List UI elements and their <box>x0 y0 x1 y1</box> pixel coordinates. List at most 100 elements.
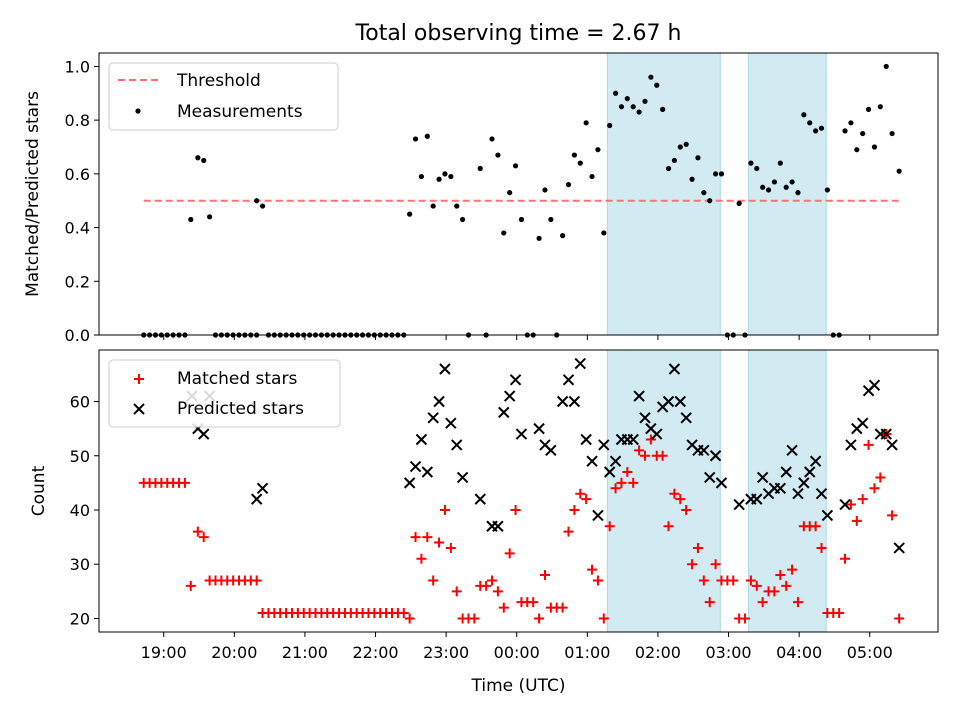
matched-star-point <box>757 597 768 608</box>
measurement-point <box>789 179 795 185</box>
top-y-tick-label: 0.6 <box>65 165 90 184</box>
matched-star-point <box>675 494 686 505</box>
matched-star-point <box>534 613 545 624</box>
predicted-star-point <box>533 422 545 435</box>
measurement-point <box>760 184 766 190</box>
predicted-star-point <box>603 466 616 478</box>
measurement-point <box>407 211 413 217</box>
predicted-star-point <box>586 455 598 467</box>
matched-star-point <box>863 439 874 450</box>
matched-star-point <box>698 575 709 586</box>
top-axes-frame <box>98 52 939 336</box>
top-y-tick-label: 0.2 <box>65 272 90 291</box>
matched-star-point <box>639 450 650 461</box>
predicted-star-point <box>445 417 457 429</box>
measurement-point <box>577 160 583 166</box>
matched-star-point <box>769 586 780 597</box>
predicted-star-point <box>886 439 898 451</box>
predicted-star-point <box>780 466 792 478</box>
matched-star-point <box>445 542 456 553</box>
matched-star-point <box>845 499 856 510</box>
predicted-star-point <box>545 444 557 457</box>
measurement-point <box>865 106 872 112</box>
measurement-point <box>896 168 902 174</box>
measurement-point <box>813 128 819 134</box>
predicted-star-point <box>845 439 857 451</box>
matched-star-point <box>592 575 603 586</box>
matched-star-point <box>598 613 609 624</box>
predicted-star-point <box>815 488 828 500</box>
predicted-star-point <box>415 433 428 446</box>
predicted-star-point <box>592 509 604 522</box>
predicted-star-point <box>639 412 651 424</box>
measurement-point <box>665 165 672 172</box>
legend-matched-swatch <box>134 374 144 384</box>
measurement-point <box>713 171 719 177</box>
predicted-star-point <box>427 412 439 424</box>
predicted-star-point <box>709 450 722 462</box>
predicted-star-point <box>733 498 745 511</box>
measurement-point <box>412 136 419 142</box>
measurement-point <box>648 74 654 80</box>
measurement-point <box>695 155 701 161</box>
predicted-star-point <box>809 455 822 467</box>
matched-star-point <box>179 477 190 488</box>
matched-star-point <box>894 613 905 624</box>
measurement-point <box>718 171 725 177</box>
matched-star-point <box>610 483 621 494</box>
predicted-star-point <box>792 488 804 500</box>
top-legend: Threshold Measurements <box>108 62 339 131</box>
matched-star-point <box>528 597 539 608</box>
measurement-point <box>624 96 630 102</box>
predicted-star-point <box>456 471 469 484</box>
matched-star-point <box>604 521 615 532</box>
measurement-point <box>612 90 619 96</box>
bottom-y-tick-label: 50 <box>70 447 90 466</box>
matched-star-point <box>692 542 703 553</box>
predicted-star-point <box>409 460 422 473</box>
predicted-star-point <box>198 428 210 440</box>
matched-star-point <box>657 450 668 461</box>
measurement-point <box>754 165 760 172</box>
legend-threshold-label: Threshold <box>176 71 261 91</box>
matched-star-point <box>792 597 803 608</box>
measurement-point <box>630 104 636 110</box>
measurement-point <box>495 152 501 158</box>
measurement-point <box>795 190 801 196</box>
matched-star-point <box>628 477 639 488</box>
matched-star-point <box>439 504 450 515</box>
bottom-panel: 19:00 20:00 21:00 22:00 23:00 00:00 01:00 02:00… <box>29 349 939 662</box>
predicted-star-point <box>751 493 763 505</box>
legend-predicted-swatch <box>133 403 145 415</box>
x-axis-label: Time (UTC) <box>471 676 566 696</box>
matched-star-point <box>681 504 692 515</box>
measurement-point <box>871 144 878 150</box>
measurement-point <box>889 130 895 137</box>
matched-star-point <box>634 445 645 456</box>
predicted-star-point <box>509 374 522 386</box>
measurement-point <box>565 182 572 188</box>
measurement-point <box>765 187 772 193</box>
predicted-star-point <box>598 439 610 451</box>
matched-star-point <box>192 526 203 537</box>
bottom-axis-ticks: 19:00 20:00 21:00 22:00 23:00 00:00 01:00 02:00… <box>70 393 893 662</box>
measurement-point <box>842 128 848 134</box>
measurement-point <box>436 176 442 182</box>
predicted-star-point <box>856 417 869 429</box>
matched-star-point <box>422 532 433 543</box>
measurement-point <box>783 184 789 190</box>
predicted-star-point <box>633 390 645 402</box>
x-tick-label: 01:00 <box>564 643 610 662</box>
matched-star-point <box>810 521 821 532</box>
measurement-point <box>689 176 695 182</box>
matched-star-point <box>481 580 492 591</box>
measurement-point <box>418 173 425 180</box>
measurement-point <box>259 203 266 209</box>
matched-star-point <box>669 488 680 499</box>
predicted-star-point <box>893 542 905 554</box>
bottom-y-axis-label: Count <box>29 465 49 516</box>
legend-matched-label: Matched stars <box>177 369 297 389</box>
matched-star-point <box>569 504 580 515</box>
matched-star-point <box>469 613 480 624</box>
